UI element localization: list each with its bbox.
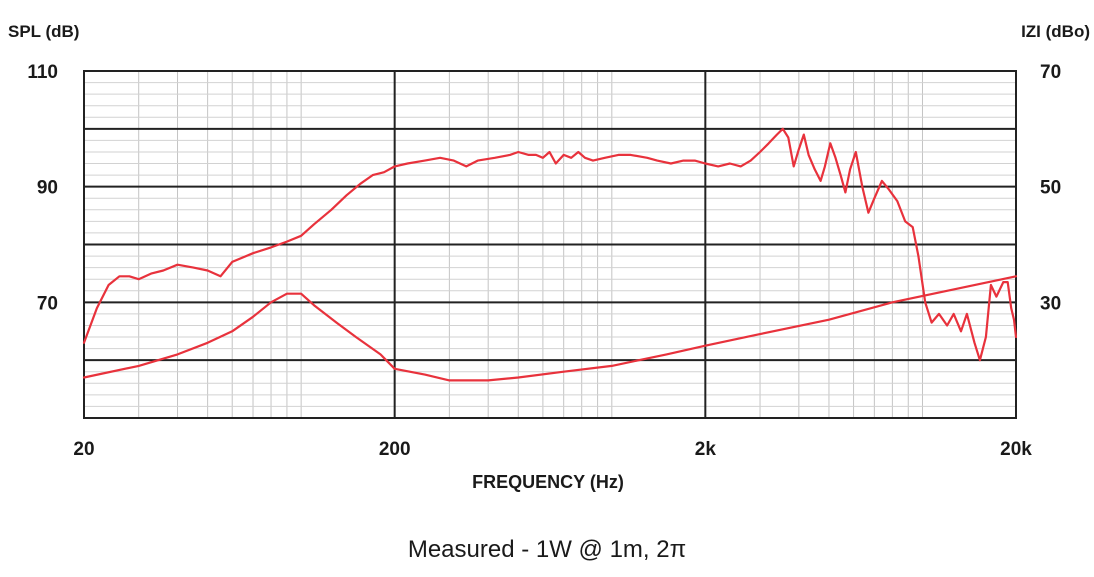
y-right-tick-label: 50 — [1040, 178, 1061, 199]
plot-frame — [83, 70, 1017, 419]
x-tick-label: 200 — [379, 439, 411, 460]
x-axis-label: FREQUENCY (Hz) — [472, 472, 624, 492]
spl-response-curve — [82, 127, 1018, 362]
tick-labels: 20 200 2k 20k 110 90 70 70 50 30 — [27, 62, 1061, 460]
y-right-tick-label: 70 — [1040, 62, 1061, 83]
x-tick-label: 20k — [1000, 439, 1032, 460]
y-left-tick-label: 90 — [37, 178, 58, 199]
major-grid — [84, 71, 1016, 418]
y-right-tick-label: 30 — [1040, 293, 1061, 314]
measurement-caption: Measured - 1W @ 1m, 2π — [407, 536, 687, 563]
y-left-tick-label: 110 — [27, 62, 58, 83]
curves — [82, 127, 1018, 382]
y-right-axis-label: IZI (dBo) — [1021, 22, 1090, 41]
y-left-tick-label: 70 — [37, 293, 58, 314]
x-tick-label: 20 — [73, 439, 94, 460]
impedance-curve — [82, 275, 1018, 382]
x-tick-label: 2k — [695, 439, 717, 460]
y-left-axis-label: SPL (dB) — [8, 22, 79, 41]
